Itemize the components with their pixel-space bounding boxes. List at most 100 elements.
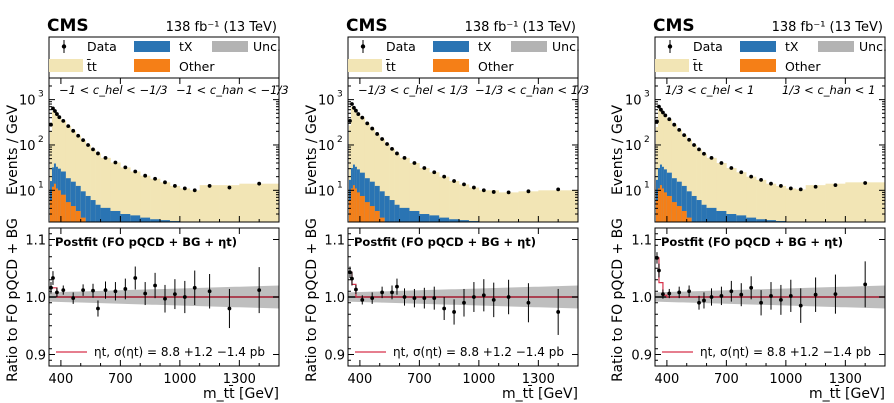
data-point bbox=[697, 147, 701, 152]
y-tick-label: 10 bbox=[625, 94, 642, 109]
tx-bar bbox=[691, 195, 697, 222]
legend-tt-label: t̄t bbox=[693, 59, 703, 74]
data-point bbox=[91, 147, 95, 152]
stacked-histogram bbox=[49, 111, 279, 222]
other-bar bbox=[359, 195, 366, 222]
tt-bar bbox=[666, 119, 673, 222]
legend: Data tX Unc. t̄t Other bbox=[654, 36, 887, 79]
tt-bar bbox=[691, 144, 697, 222]
x-tick-label: 1300 bbox=[829, 372, 862, 387]
data-point bbox=[163, 180, 167, 185]
tx-bar bbox=[681, 185, 688, 222]
ratio-point bbox=[143, 291, 148, 296]
ratio-point bbox=[813, 292, 818, 297]
tt-bar bbox=[150, 178, 161, 222]
y-tick-exponent: 1 bbox=[337, 180, 343, 190]
tt-bar bbox=[825, 183, 846, 222]
ratio-point bbox=[412, 296, 417, 301]
ratio-point bbox=[729, 289, 734, 294]
ratio-title: Postfit (FO pQCD + BG + ηt) bbox=[55, 235, 237, 249]
data-point bbox=[57, 115, 62, 120]
ratio-point bbox=[491, 297, 496, 302]
other-bar bbox=[75, 210, 82, 222]
tt-bar bbox=[394, 153, 400, 222]
legend-tx-label: tX bbox=[179, 39, 193, 54]
data-point bbox=[348, 118, 352, 123]
tt-bar bbox=[756, 179, 767, 222]
data-point bbox=[350, 102, 354, 106]
other-bar bbox=[676, 206, 683, 222]
tt-bar bbox=[845, 182, 885, 222]
cms-label: CMS bbox=[47, 16, 89, 36]
ratio-point bbox=[49, 285, 53, 290]
ratio-panel: Postfit (FO pQCD + BG + ηt) ηt, σ(ηt) = 8… bbox=[631, 227, 886, 367]
other-bar bbox=[379, 217, 385, 222]
ratio-point bbox=[657, 268, 661, 273]
tx-bar bbox=[369, 181, 376, 222]
tt-bar bbox=[459, 184, 470, 222]
tx-bar bbox=[90, 200, 96, 222]
ratio-point bbox=[677, 290, 682, 295]
eta-legend-label: ηt, σ(ηt) = 8.8 +1.2 −1.4 pb bbox=[393, 345, 564, 359]
tx-bar bbox=[394, 204, 400, 222]
other-bar bbox=[70, 206, 77, 222]
ratio-point bbox=[61, 288, 66, 292]
ratio-point bbox=[709, 295, 714, 299]
data-point bbox=[472, 185, 476, 190]
tx-bar bbox=[110, 210, 121, 222]
legend: Data tX Unc. t̄t Other bbox=[347, 36, 580, 79]
data-point bbox=[356, 112, 361, 116]
tx-bar bbox=[459, 220, 470, 222]
tx-bar bbox=[696, 200, 702, 222]
tt-bar bbox=[805, 185, 826, 222]
tt-bar bbox=[726, 168, 737, 222]
tx-bar bbox=[676, 181, 683, 222]
ratio-y-tick-label: 1.0 bbox=[25, 291, 46, 306]
data-point bbox=[96, 151, 100, 156]
x-tick-label: 1000 bbox=[769, 372, 802, 387]
other-bar bbox=[53, 183, 57, 222]
ratio-point bbox=[192, 285, 197, 290]
y-tick-label: 10 bbox=[318, 184, 335, 199]
other-bar bbox=[51, 186, 55, 222]
tx-bar bbox=[389, 200, 395, 222]
stacked-histogram bbox=[655, 109, 885, 222]
tx-bar bbox=[85, 195, 91, 222]
ratio-point bbox=[788, 293, 793, 298]
ratio-point bbox=[163, 296, 167, 301]
other-bar bbox=[364, 202, 371, 222]
tx-bar bbox=[120, 214, 131, 222]
ratio-point bbox=[719, 293, 724, 298]
ratio-y-tick-label: 0.9 bbox=[25, 349, 46, 364]
data-point bbox=[682, 133, 687, 138]
tx-bar bbox=[364, 178, 371, 222]
tt-bar bbox=[80, 140, 86, 222]
tt-bar bbox=[359, 117, 366, 222]
data-point bbox=[422, 166, 427, 170]
data-point bbox=[655, 119, 659, 124]
tx-bar bbox=[419, 214, 430, 222]
tt-bar bbox=[374, 133, 381, 222]
x-tick-label: 1300 bbox=[223, 372, 256, 387]
data-point bbox=[207, 184, 212, 188]
tt-bar bbox=[785, 188, 797, 222]
data-point bbox=[749, 174, 754, 179]
legend-data-label: Data bbox=[693, 39, 723, 54]
ratio-y-tick-label: 1.0 bbox=[324, 291, 345, 306]
tt-bar bbox=[100, 157, 111, 222]
data-point bbox=[113, 160, 118, 165]
data-point bbox=[143, 173, 148, 178]
ratio-point bbox=[759, 300, 763, 305]
x-tick-label: 400 bbox=[48, 372, 73, 387]
tt-bar bbox=[389, 148, 395, 222]
data-point bbox=[657, 104, 661, 109]
legend-other-swatch bbox=[433, 59, 469, 72]
tx-bar bbox=[384, 195, 390, 222]
ratio-point bbox=[402, 295, 407, 299]
panel-center: CMS 138 fb⁻¹ (13 TeV) Data tX Unc. t̄t Other −1… bbox=[304, 16, 589, 402]
y-tick-exponent: 2 bbox=[337, 135, 343, 145]
data-point bbox=[661, 110, 665, 115]
ratio-y-tick-label: 1.0 bbox=[631, 291, 652, 306]
legend-unc-label: Unc. bbox=[859, 39, 887, 54]
data-point bbox=[227, 185, 232, 190]
